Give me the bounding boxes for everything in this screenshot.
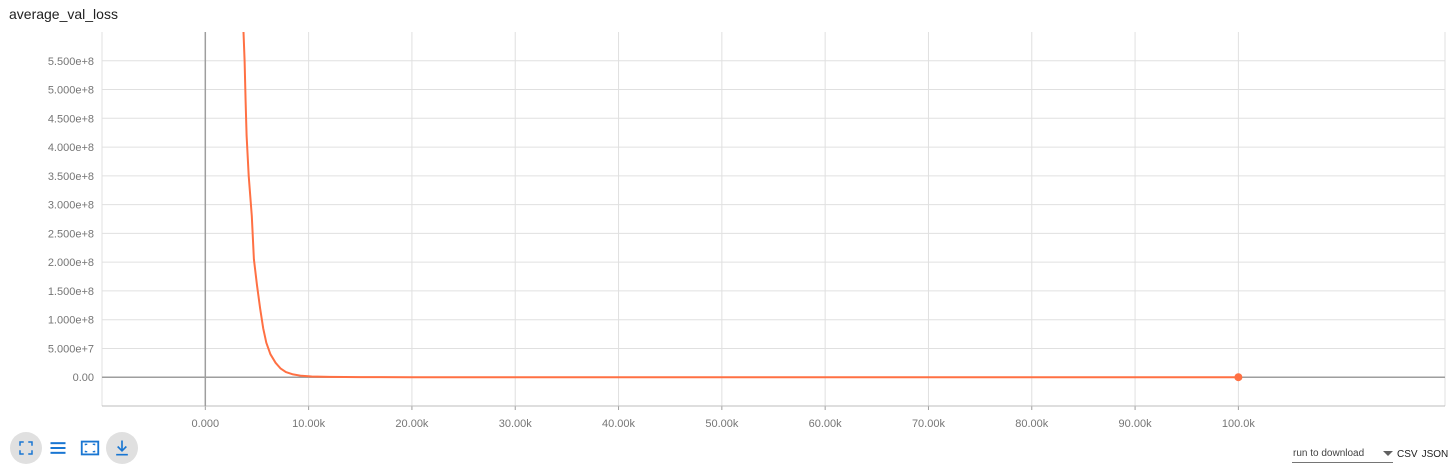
fit-domain-button[interactable]	[74, 432, 106, 464]
chart-title: average_val_loss	[9, 6, 118, 22]
x-tick-label: 80.00k	[1015, 418, 1049, 430]
axes	[101, 32, 1446, 410]
log-scale-button[interactable]	[42, 432, 74, 464]
list-icon	[50, 442, 66, 454]
y-tick-label: 4.500e+8	[48, 113, 94, 125]
x-tick-label: 60.00k	[809, 418, 843, 430]
x-tick-label: 20.00k	[395, 418, 429, 430]
json-download-link[interactable]: JSON	[1421, 448, 1449, 460]
series-line	[242, 32, 1239, 379]
y-tick-label: 4.000e+8	[48, 142, 94, 154]
x-axis-ticks: 0.000 10.00k 20.00k 30.00k 40.00k 50.00k 60.00…	[192, 418, 1256, 430]
download-button[interactable]	[106, 432, 138, 464]
csv-download-link[interactable]: CSV	[1397, 448, 1418, 460]
y-tick-label: 1.000e+8	[48, 315, 94, 327]
fullscreen-icon	[19, 441, 33, 455]
expand-button[interactable]	[10, 432, 42, 464]
y-tick-label: 3.500e+8	[48, 171, 94, 183]
grid	[102, 32, 1445, 406]
x-tick-label: 90.00k	[1119, 418, 1153, 430]
series	[242, 32, 1243, 382]
y-axis-ticks: 0.00 5.000e+7 1.000e+8 1.500e+8 2.000e+8 2.50…	[48, 56, 94, 384]
x-tick-label: 40.00k	[602, 418, 636, 430]
y-tick-label: 5.500e+8	[48, 56, 94, 68]
x-tick-label: 100.0k	[1222, 418, 1256, 430]
x-tick-label: 10.00k	[292, 418, 326, 430]
fit-domain-icon	[80, 440, 100, 456]
last-point-marker	[1234, 373, 1243, 382]
run-select[interactable]: run to download	[1292, 445, 1393, 463]
chevron-down-icon	[1383, 451, 1393, 456]
run-select-placeholder: run to download	[1293, 448, 1365, 459]
y-tick-label: 2.000e+8	[48, 257, 94, 269]
y-tick-label: 2.500e+8	[48, 228, 94, 240]
y-tick-label: 5.000e+8	[48, 85, 94, 97]
y-tick-label: 0.00	[73, 372, 94, 384]
download-icon	[116, 440, 128, 456]
y-tick-label: 5.000e+7	[48, 343, 94, 355]
y-tick-label: 1.500e+8	[48, 286, 94, 298]
x-tick-label: 0.000	[192, 418, 220, 430]
x-tick-label: 50.00k	[705, 418, 739, 430]
y-tick-label: 3.000e+8	[48, 200, 94, 212]
x-tick-label: 30.00k	[499, 418, 533, 430]
line-chart[interactable]: 0.00 5.000e+7 1.000e+8 1.500e+8 2.000e+8 2.50…	[0, 0, 1450, 430]
x-tick-label: 70.00k	[912, 418, 946, 430]
download-controls: run to download CSV JSON	[1292, 444, 1448, 464]
